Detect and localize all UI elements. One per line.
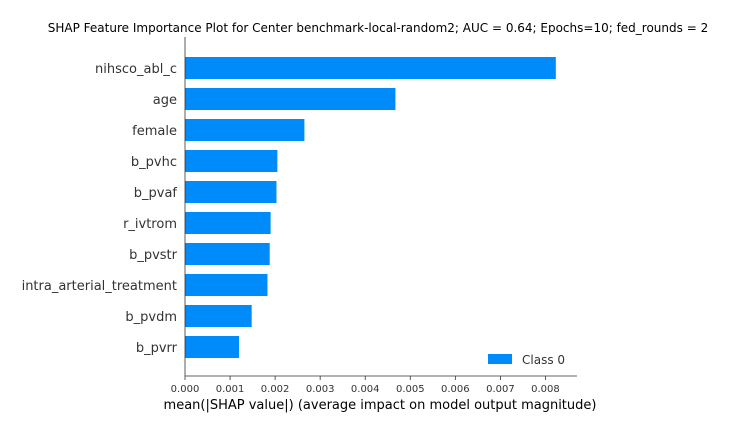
bar-b_pvaf bbox=[185, 181, 277, 203]
y-tick-label-b_pvstr: b_pvstr bbox=[129, 248, 178, 263]
x-tick-label: 0.007 bbox=[486, 384, 515, 395]
x-tick-label: 0.001 bbox=[216, 384, 245, 395]
bar-b_pvrr bbox=[185, 336, 240, 358]
y-tick-label-r_ivtrom: r_ivtrom bbox=[123, 217, 177, 232]
y-tick-label-b_pvrr: b_pvrr bbox=[136, 341, 178, 356]
bars-group bbox=[185, 57, 556, 358]
y-tick-label-b_pvdm: b_pvdm bbox=[125, 310, 177, 325]
legend-label: Class 0 bbox=[522, 353, 565, 367]
y-tick-label-nihsco_abl_c: nihsco_abl_c bbox=[95, 62, 177, 77]
x-ticks: 0.000 0.001 0.002 0.003 0.004 0.005 0.006 0.007… bbox=[171, 376, 560, 395]
x-axis-label: mean(|SHAP value|) (average impact on mo… bbox=[164, 398, 597, 413]
chart-title: SHAP Feature Importance Plot for Center … bbox=[48, 21, 708, 35]
bar-intra_arterial_treatment bbox=[185, 274, 268, 296]
bar-b_pvdm bbox=[185, 305, 252, 327]
y-tick-label-b_pvhc: b_pvhc bbox=[131, 155, 177, 170]
bar-female bbox=[185, 119, 305, 141]
bar-b_pvhc bbox=[185, 150, 278, 172]
x-tick-label: 0.003 bbox=[306, 384, 335, 395]
y-tick-label-age: age bbox=[153, 93, 177, 108]
x-tick-label: 0.004 bbox=[351, 384, 380, 395]
bar-r_ivtrom bbox=[185, 212, 271, 234]
legend: Class 0 bbox=[488, 353, 565, 367]
x-tick-label: 0.000 bbox=[171, 384, 200, 395]
x-tick-label: 0.005 bbox=[396, 384, 425, 395]
x-tick-label: 0.006 bbox=[441, 384, 470, 395]
y-tick-label-b_pvaf: b_pvaf bbox=[134, 186, 178, 201]
y-tick-label-intra_arterial_treatment: intra_arterial_treatment bbox=[22, 279, 177, 294]
x-tick-label: 0.008 bbox=[531, 384, 560, 395]
bar-age bbox=[185, 88, 396, 110]
x-tick-label: 0.002 bbox=[261, 384, 290, 395]
y-tick-label-female: female bbox=[132, 124, 177, 139]
bar-nihsco_abl_c bbox=[185, 57, 556, 79]
bar-b_pvstr bbox=[185, 243, 270, 265]
legend-swatch bbox=[488, 354, 512, 364]
